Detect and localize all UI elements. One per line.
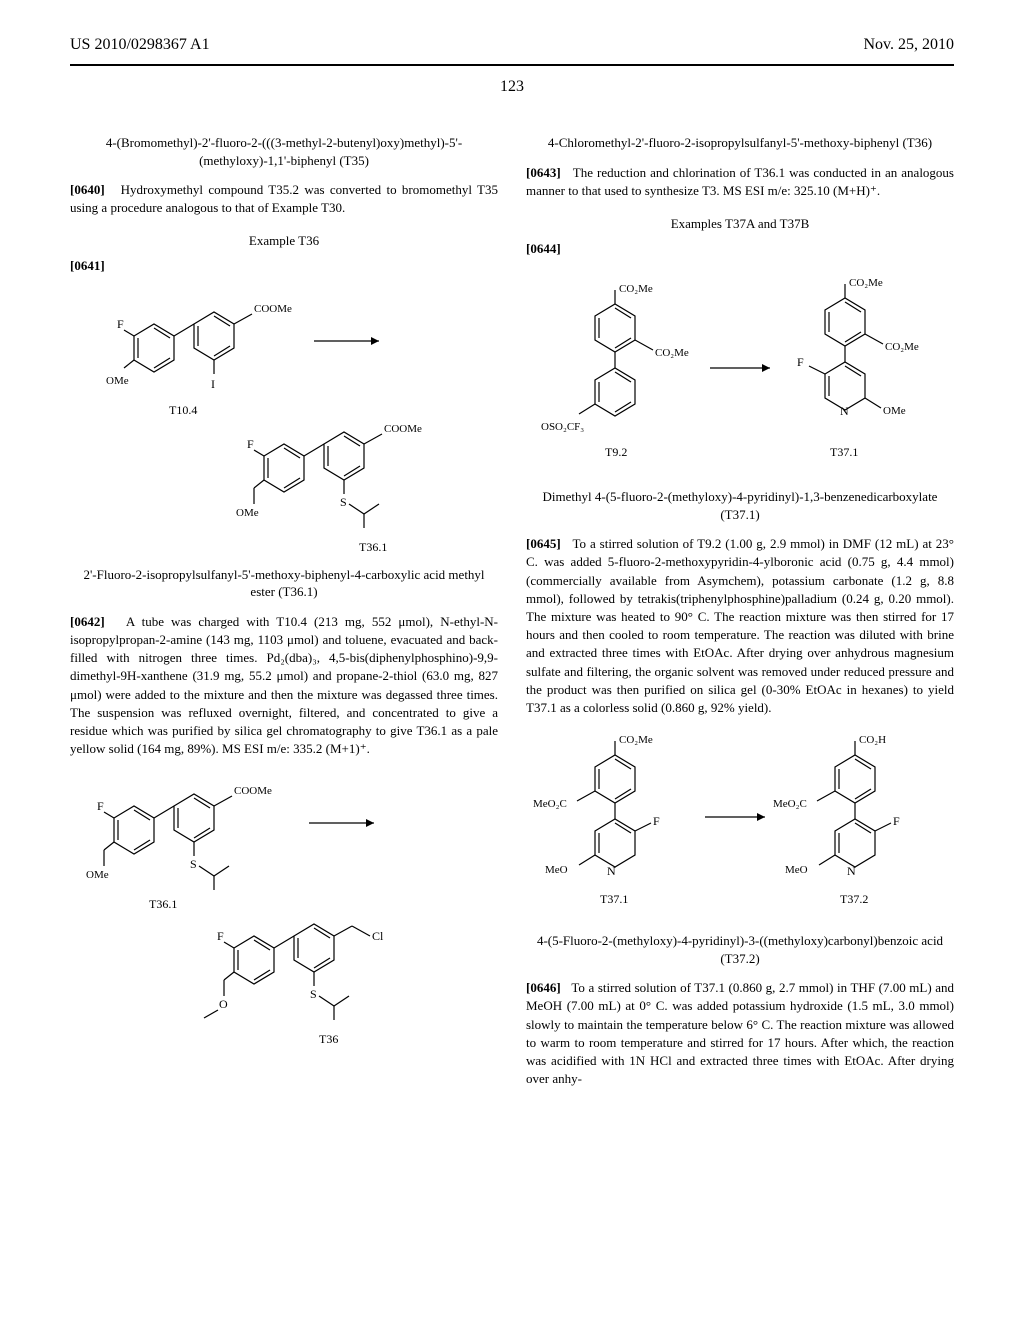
svg-text:OMe: OMe <box>106 375 129 387</box>
svg-text:N: N <box>840 404 849 418</box>
svg-text:F: F <box>247 437 254 451</box>
example-t36-label: Example T36 <box>70 233 498 249</box>
para-text-0643: The reduction and chlorination of T36.1 … <box>526 165 954 198</box>
svg-text:F: F <box>217 929 224 943</box>
svg-text:COOMe: COOMe <box>234 785 272 797</box>
para-num-0643: [0643] <box>526 165 561 180</box>
patent-id: US 2010/0298367 A1 <box>70 36 210 54</box>
para-text-0640: Hydroxymethyl compound T35.2 was convert… <box>70 182 498 215</box>
chemical-scheme-t37-1-to-t37-2: CO₂Me MeO₂C F N MeO T37.1 <box>526 727 954 922</box>
svg-text:CO₂Me: CO₂Me <box>619 283 653 295</box>
svg-text:MeO₂C: MeO₂C <box>773 798 807 810</box>
svg-text:S: S <box>340 495 347 509</box>
svg-text:O: O <box>219 997 228 1011</box>
page-number: 123 <box>70 78 954 96</box>
para-num-0641: [0641] <box>70 258 105 273</box>
paragraph-0645: [0645] To a stirred solution of T9.2 (1.… <box>526 535 954 717</box>
svg-text:CO₂Me: CO₂Me <box>885 341 919 353</box>
para-num-0645: [0645] <box>526 536 561 551</box>
header: US 2010/0298367 A1 Nov. 25, 2010 <box>70 36 954 66</box>
paragraph-0643: [0643] The reduction and chlorination of… <box>526 164 954 200</box>
svg-text:CO₂Me: CO₂Me <box>619 734 653 746</box>
paragraph-0644: [0644] <box>526 240 954 258</box>
para-text-0645: To a stirred solution of T9.2 (1.00 g, 2… <box>526 536 954 715</box>
label-t37-1: T37.1 <box>830 445 858 459</box>
svg-text:F: F <box>97 799 104 813</box>
svg-text:S: S <box>310 987 317 1001</box>
paragraph-0640: [0640] Hydroxymethyl compound T35.2 was … <box>70 181 498 217</box>
svg-text:F: F <box>797 355 804 369</box>
svg-text:CO₂Me: CO₂Me <box>655 347 689 359</box>
chemical-scheme-t10-4-to-t36-1: F OMe COOMe I <box>70 286 498 556</box>
left-column: 4-(Bromomethyl)-2'-fluoro-2-(((3-methyl-… <box>70 124 498 1098</box>
para-num-0642: [0642] <box>70 614 105 629</box>
label-t9-2: T9.2 <box>605 445 627 459</box>
label-t37-2: T37.2 <box>840 892 868 906</box>
title-t35: 4-(Bromomethyl)-2'-fluoro-2-(((3-methyl-… <box>70 134 498 169</box>
svg-text:CO₂Me: CO₂Me <box>849 277 883 289</box>
svg-text:S: S <box>190 857 197 871</box>
label-t36-1: T36.1 <box>359 540 387 554</box>
title-t37-1: Dimethyl 4-(5-fluoro-2-(methyloxy)-4-pyr… <box>526 488 954 523</box>
svg-text:OSO₂CF₃: OSO₂CF₃ <box>541 421 584 433</box>
paragraph-0646: [0646] To a stirred solution of T37.1 (0… <box>526 979 954 1088</box>
svg-text:COOMe: COOMe <box>254 303 292 315</box>
right-column: 4-Chloromethyl-2'-fluoro-2-isopropylsulf… <box>526 124 954 1098</box>
svg-text:COOMe: COOMe <box>384 423 422 435</box>
patent-date: Nov. 25, 2010 <box>863 36 954 54</box>
title-t36: 4-Chloromethyl-2'-fluoro-2-isopropylsulf… <box>526 134 954 152</box>
svg-text:I: I <box>211 377 215 391</box>
label-t36: T36 <box>319 1032 338 1046</box>
svg-text:F: F <box>117 317 124 331</box>
label-t10-4: T10.4 <box>169 403 197 417</box>
para-text-0646: To a stirred solution of T37.1 (0.860 g,… <box>526 980 954 1086</box>
svg-text:OMe: OMe <box>86 869 109 881</box>
svg-text:MeO: MeO <box>545 864 568 876</box>
svg-text:OMe: OMe <box>236 507 259 519</box>
svg-text:F: F <box>653 814 660 828</box>
svg-text:N: N <box>607 864 616 878</box>
example-t37-label: Examples T37A and T37B <box>526 216 954 232</box>
para-num-0646: [0646] <box>526 980 561 995</box>
two-column-layout: 4-(Bromomethyl)-2'-fluoro-2-(((3-methyl-… <box>70 124 954 1098</box>
svg-text:F: F <box>893 814 900 828</box>
title-t36-1: 2'-Fluoro-2-isopropylsulfanyl-5'-methoxy… <box>70 566 498 601</box>
svg-text:OMe: OMe <box>883 405 906 417</box>
para-text-0642: A tube was charged with T10.4 (213 mg, 5… <box>70 614 498 756</box>
svg-text:MeO₂C: MeO₂C <box>533 798 567 810</box>
paragraph-0642: [0642] A tube was charged with T10.4 (21… <box>70 613 498 759</box>
svg-text:Cl: Cl <box>372 929 384 943</box>
svg-text:CO₂H: CO₂H <box>859 734 886 746</box>
paragraph-0641: [0641] <box>70 257 498 275</box>
label-t37-1b: T37.1 <box>600 892 628 906</box>
para-num-0640: [0640] <box>70 182 105 197</box>
chemical-scheme-t9-2-to-t37-1: CO₂Me CO₂Me OSO₂CF₃ T9.2 <box>526 268 954 478</box>
chemical-scheme-t36-1-to-t36: F OMe COOMe S <box>70 768 498 1048</box>
para-num-0644: [0644] <box>526 241 561 256</box>
svg-text:N: N <box>847 864 856 878</box>
title-t37-2: 4-(5-Fluoro-2-(methyloxy)-4-pyridinyl)-3… <box>526 932 954 967</box>
label-t36-1b: T36.1 <box>149 897 177 911</box>
svg-text:MeO: MeO <box>785 864 808 876</box>
